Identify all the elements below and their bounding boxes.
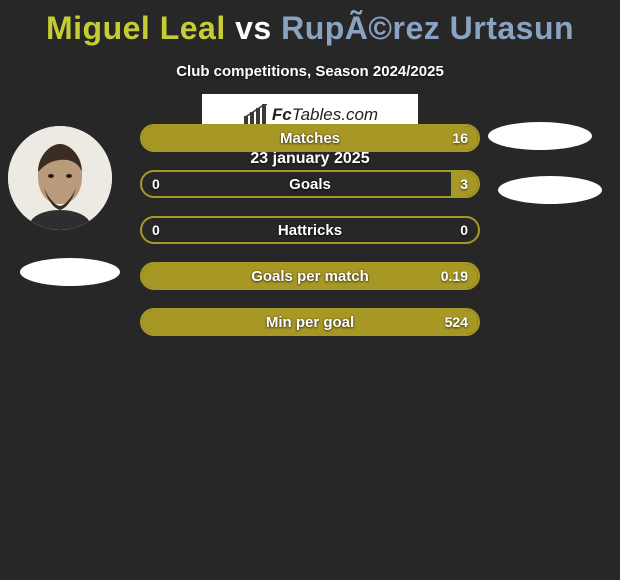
stat-bar: Goals per match0.19 [140, 262, 480, 290]
stat-value-left: 0 [152, 172, 160, 196]
logo-text-pre: Fc [272, 105, 292, 124]
stat-value-right: 524 [445, 310, 468, 334]
stat-value-left: 0 [152, 218, 160, 242]
stat-bar: Min per goal524 [140, 308, 480, 336]
blob-right-1 [488, 122, 592, 150]
stat-bar: Goals0 3 [140, 170, 480, 198]
player1-avatar [8, 126, 112, 230]
stat-value-right: 16 [452, 126, 468, 150]
avatar-placeholder-icon [8, 126, 112, 230]
blob-right-2 [498, 176, 602, 204]
stat-bar: Hattricks0 0 [140, 216, 480, 244]
title-player2: RupÃ©rez Urtasun [281, 10, 574, 46]
stat-label: Min per goal [142, 310, 478, 334]
title-player1: Miguel Leal [46, 10, 226, 46]
blob-left [20, 258, 120, 286]
title-vs: vs [226, 10, 281, 46]
logo-text: FcTables.com [272, 105, 378, 125]
stat-label: Matches [142, 126, 478, 150]
stat-label: Goals per match [142, 264, 478, 288]
stat-value-right: 0.19 [441, 264, 468, 288]
stat-value-right: 3 [460, 172, 468, 196]
logo-text-post: Tables.com [292, 105, 378, 124]
page-title: Miguel Leal vs RupÃ©rez Urtasun [0, 0, 620, 47]
stats-container: Matches16Goals03Hattricks00Goals per mat… [140, 124, 480, 354]
stat-label: Hattricks [142, 218, 478, 242]
subtitle: Club competitions, Season 2024/2025 [0, 63, 620, 80]
stat-value-right: 0 [460, 218, 468, 242]
stat-label: Goals [142, 172, 478, 196]
stat-bar: Matches16 [140, 124, 480, 152]
bar-chart-icon [242, 104, 268, 126]
